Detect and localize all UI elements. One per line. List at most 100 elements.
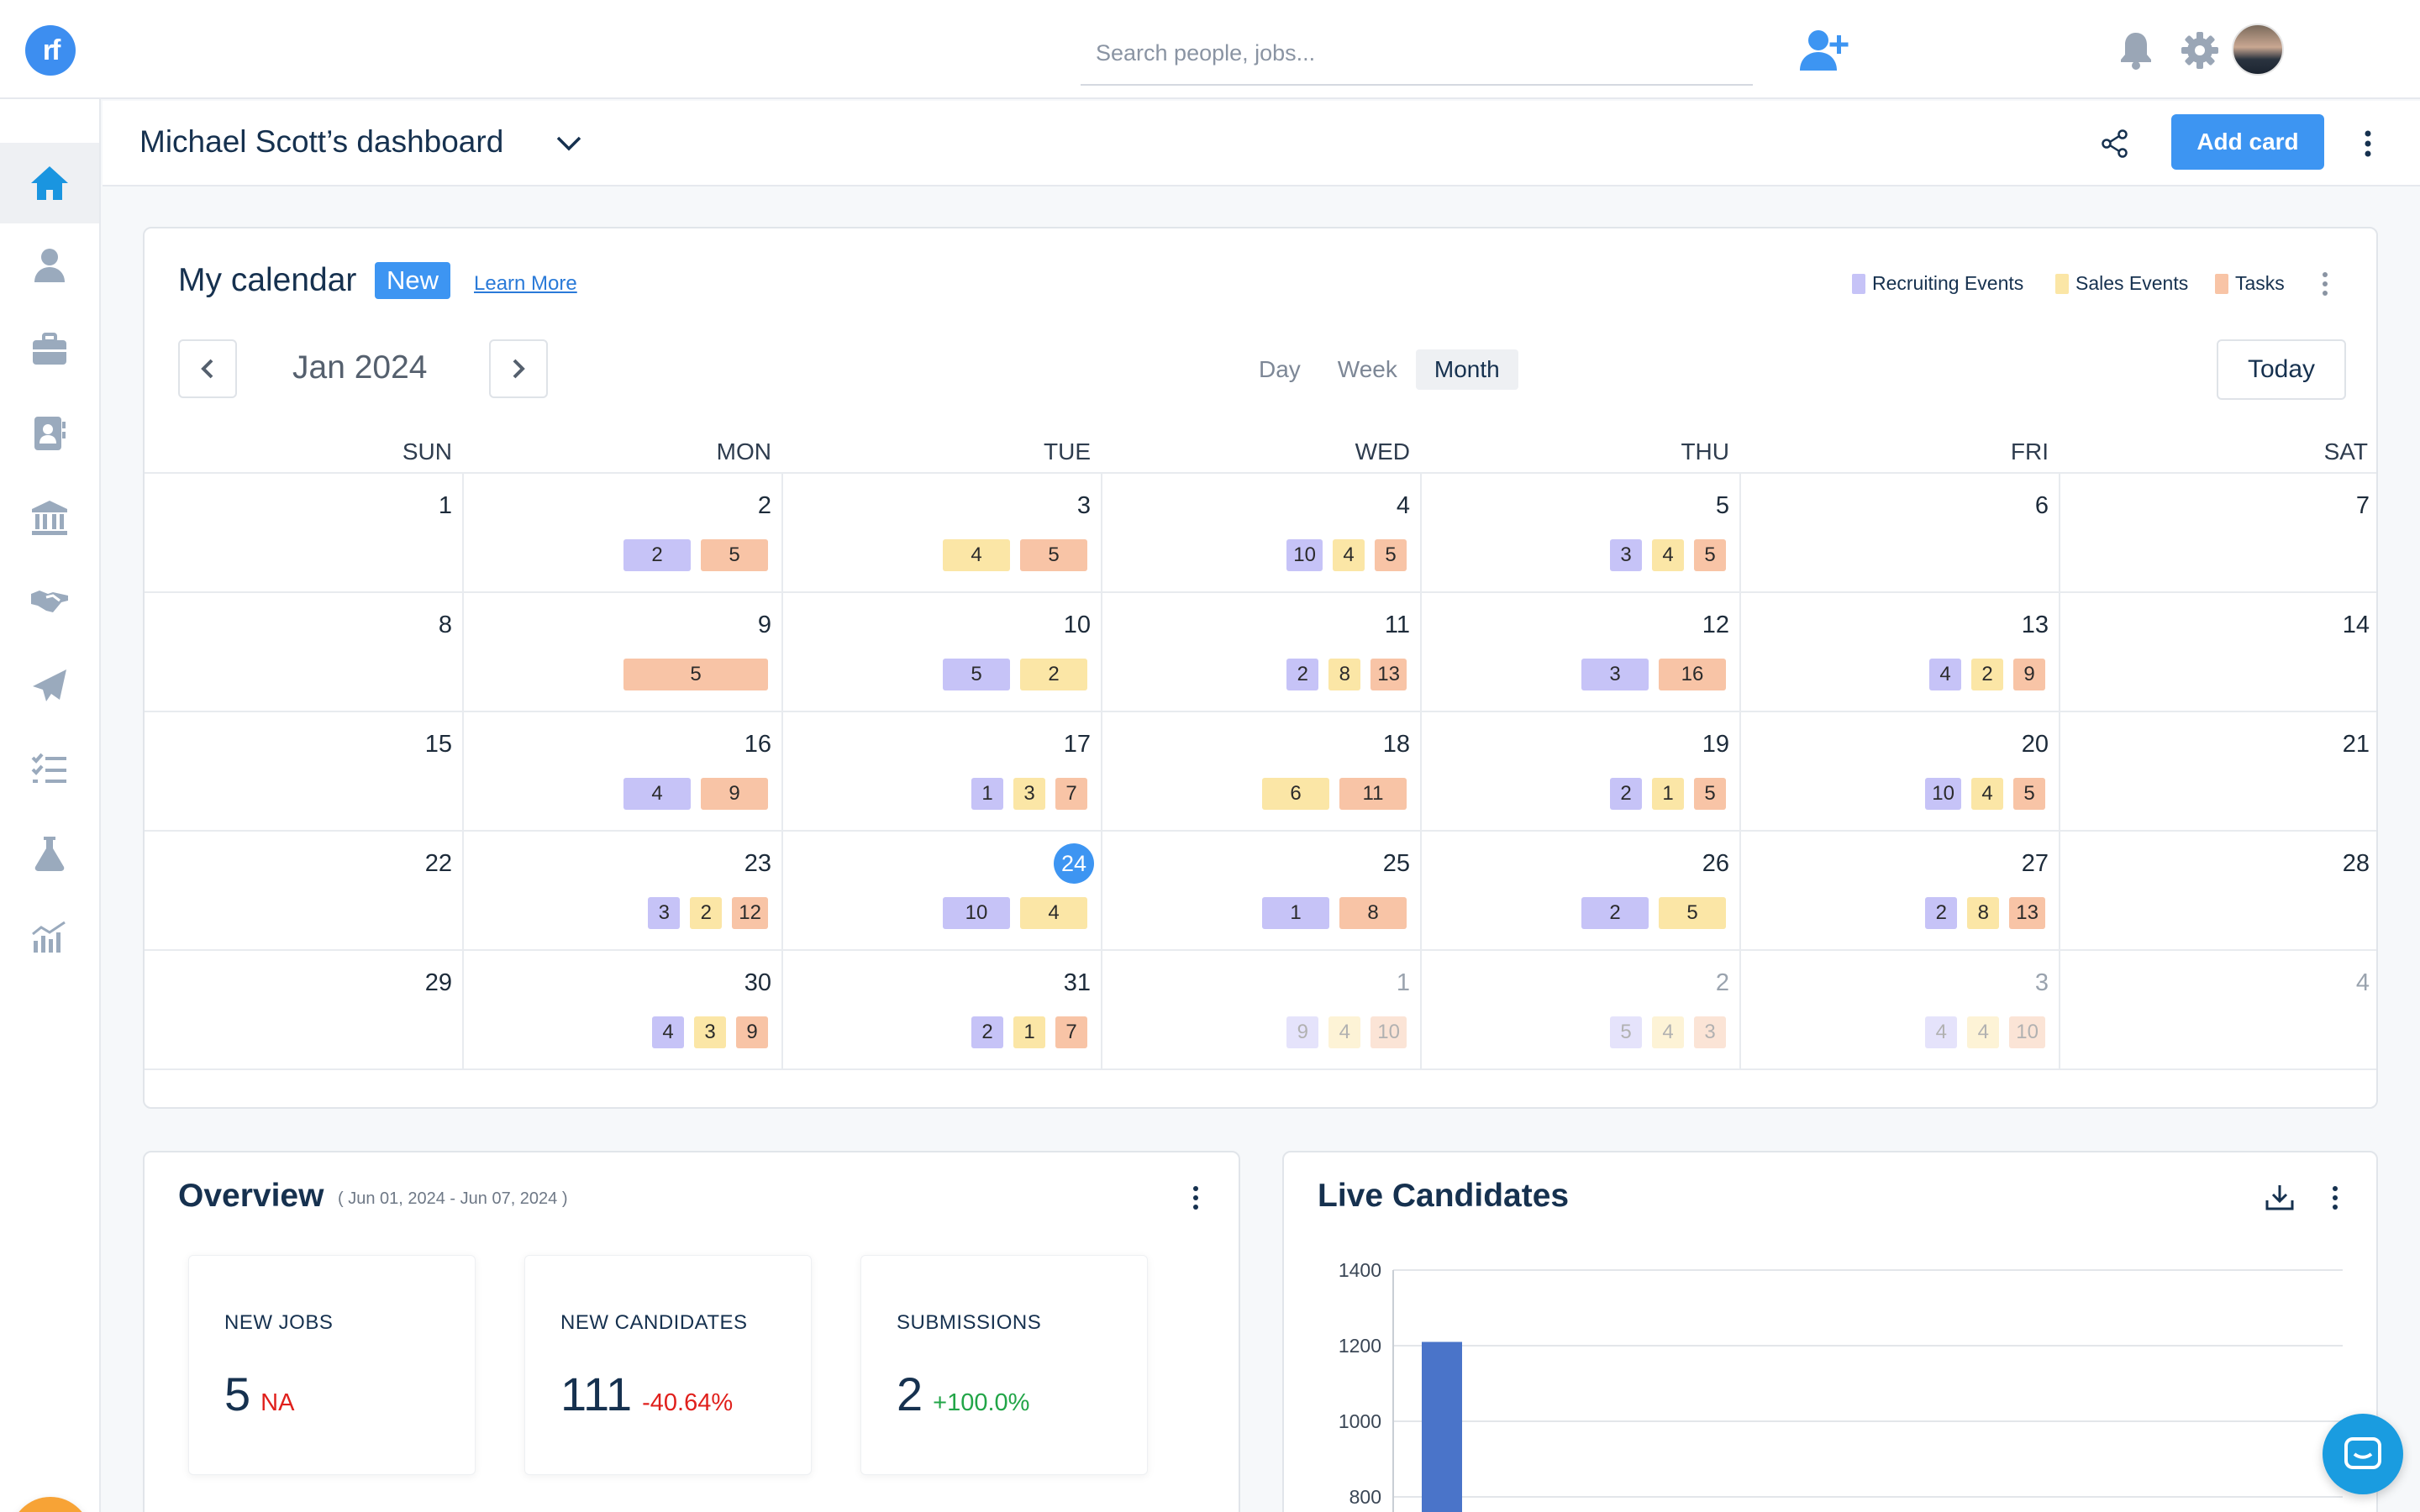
share-icon[interactable] — [2094, 123, 2136, 165]
sidebar-item-tasks[interactable] — [0, 729, 99, 810]
recruiting-events-chip[interactable]: 3 — [1581, 659, 1649, 690]
tasks-chip[interactable]: 9 — [2013, 659, 2045, 690]
recruiting-events-chip[interactable]: 10 — [1286, 539, 1323, 571]
sidebar-item-lab[interactable] — [0, 813, 99, 894]
calendar-day-cell[interactable]: 7 — [2060, 474, 2376, 593]
app-logo[interactable]: rf — [25, 25, 76, 76]
tasks-chip[interactable]: 13 — [2009, 897, 2045, 929]
calendar-day-cell[interactable]: 8 — [145, 593, 464, 712]
sales-events-chip[interactable]: 4 — [1328, 1016, 1361, 1048]
recruiting-events-chip[interactable]: 1 — [1262, 897, 1329, 929]
calendar-day-cell[interactable]: 24 10 4 — [783, 832, 1102, 951]
sales-events-chip[interactable]: 8 — [1967, 897, 2000, 929]
sidebar-item-jobs[interactable] — [0, 309, 99, 390]
recruiting-events-chip[interactable]: 10 — [943, 897, 1010, 929]
sales-events-chip[interactable]: 3 — [694, 1016, 726, 1048]
recruiting-events-chip[interactable]: 5 — [943, 659, 1010, 690]
sales-events-chip[interactable]: 5 — [1659, 897, 1726, 929]
recruiting-events-chip[interactable]: 9 — [1286, 1016, 1319, 1048]
sales-events-chip[interactable]: 4 — [1652, 539, 1684, 571]
recruiting-events-chip[interactable]: 1 — [971, 778, 1003, 810]
chart-bar[interactable] — [1422, 1341, 1462, 1512]
calendar-day-cell[interactable]: 4 — [2060, 951, 2376, 1070]
tasks-chip[interactable]: 9 — [736, 1016, 768, 1048]
tasks-chip[interactable]: 5 — [623, 659, 768, 690]
more-vertical-icon[interactable] — [2323, 1179, 2348, 1216]
recruiting-events-chip[interactable]: 2 — [1286, 659, 1319, 690]
recruiting-events-chip[interactable]: 4 — [652, 1016, 684, 1048]
calendar-day-cell[interactable]: 23 3 2 12 — [464, 832, 783, 951]
more-vertical-icon[interactable] — [1183, 1179, 1208, 1216]
bell-icon[interactable] — [2109, 24, 2163, 77]
tasks-chip[interactable]: 8 — [1339, 897, 1407, 929]
sidebar-item-home[interactable] — [0, 143, 99, 223]
sales-events-chip[interactable]: 8 — [1328, 659, 1361, 690]
tasks-chip[interactable]: 16 — [1659, 659, 1726, 690]
calendar-day-cell[interactable]: 26 2 5 — [1422, 832, 1741, 951]
sidebar-item-contacts[interactable] — [0, 393, 99, 474]
tasks-chip[interactable]: 7 — [1055, 778, 1087, 810]
sales-events-chip[interactable]: 4 — [1020, 897, 1087, 929]
sales-events-chip[interactable]: 4 — [1333, 539, 1365, 571]
calendar-day-cell[interactable]: 3 4 4 10 — [1741, 951, 2060, 1070]
sales-events-chip[interactable]: 2 — [1971, 659, 2003, 690]
calendar-day-cell[interactable]: 22 — [145, 832, 464, 951]
tab-day[interactable]: Day — [1259, 356, 1301, 382]
calendar-day-cell[interactable]: 20 10 4 5 — [1741, 712, 2060, 832]
more-vertical-icon[interactable] — [2351, 123, 2385, 165]
calendar-day-cell[interactable]: 18 6 11 — [1102, 712, 1422, 832]
recruiting-events-chip[interactable]: 2 — [1925, 897, 1958, 929]
calendar-day-cell[interactable]: 11 2 8 13 — [1102, 593, 1422, 712]
calendar-day-cell[interactable]: 4 10 4 5 — [1102, 474, 1422, 593]
tasks-chip[interactable]: 12 — [732, 897, 768, 929]
tasks-chip[interactable]: 9 — [701, 778, 768, 810]
tasks-chip[interactable]: 11 — [1339, 778, 1407, 810]
add-card-button[interactable]: Add card — [2171, 114, 2324, 170]
recruiting-events-chip[interactable]: 4 — [1925, 1016, 1958, 1048]
calendar-day-cell[interactable]: 19 2 1 5 — [1422, 712, 1741, 832]
tasks-chip[interactable]: 5 — [701, 539, 768, 571]
recruiting-events-chip[interactable]: 3 — [648, 897, 681, 929]
calendar-day-cell[interactable]: 10 5 2 — [783, 593, 1102, 712]
next-month-button[interactable] — [489, 339, 548, 398]
chevron-down-icon[interactable] — [548, 123, 590, 165]
calendar-day-cell[interactable]: 21 — [2060, 712, 2376, 832]
tasks-chip[interactable]: 7 — [1055, 1016, 1087, 1048]
sales-events-chip[interactable]: 2 — [1020, 659, 1087, 690]
sales-events-chip[interactable]: 3 — [1013, 778, 1045, 810]
calendar-day-cell[interactable]: 17 1 3 7 — [783, 712, 1102, 832]
gear-icon[interactable] — [2173, 24, 2227, 77]
calendar-day-cell[interactable]: 31 2 1 7 — [783, 951, 1102, 1070]
recruiting-events-chip[interactable]: 4 — [623, 778, 691, 810]
sales-events-chip[interactable]: 1 — [1013, 1016, 1045, 1048]
chat-button[interactable] — [2323, 1414, 2403, 1494]
sidebar-item-campaigns[interactable] — [0, 645, 99, 726]
sales-events-chip[interactable]: 4 — [1967, 1016, 2000, 1048]
calendar-day-cell[interactable]: 14 — [2060, 593, 2376, 712]
tasks-chip[interactable]: 10 — [2009, 1016, 2045, 1048]
tasks-chip[interactable]: 3 — [1694, 1016, 1726, 1048]
calendar-day-cell[interactable]: 13 4 2 9 — [1741, 593, 2060, 712]
download-icon[interactable] — [2260, 1178, 2299, 1216]
tasks-chip[interactable]: 10 — [1370, 1016, 1407, 1048]
metric-new-jobs[interactable]: NEW JOBS 5 NA — [188, 1255, 476, 1475]
sidebar-item-companies[interactable] — [0, 477, 99, 558]
learn-more-link[interactable]: Learn More — [474, 272, 577, 295]
search-input[interactable] — [1096, 40, 1738, 66]
more-vertical-icon[interactable] — [2312, 265, 2338, 302]
tab-month[interactable]: Month — [1415, 349, 1518, 390]
fire-button[interactable] — [10, 1497, 91, 1512]
calendar-day-cell[interactable]: 15 — [145, 712, 464, 832]
sidebar-item-deals[interactable] — [0, 561, 99, 642]
add-user-icon[interactable] — [1798, 24, 1852, 77]
recruiting-events-chip[interactable]: 2 — [971, 1016, 1003, 1048]
sales-events-chip[interactable]: 1 — [1652, 778, 1684, 810]
sales-events-chip[interactable]: 2 — [690, 897, 723, 929]
tasks-chip[interactable]: 5 — [1694, 778, 1726, 810]
tasks-chip[interactable]: 5 — [1694, 539, 1726, 571]
recruiting-events-chip[interactable]: 4 — [1929, 659, 1961, 690]
